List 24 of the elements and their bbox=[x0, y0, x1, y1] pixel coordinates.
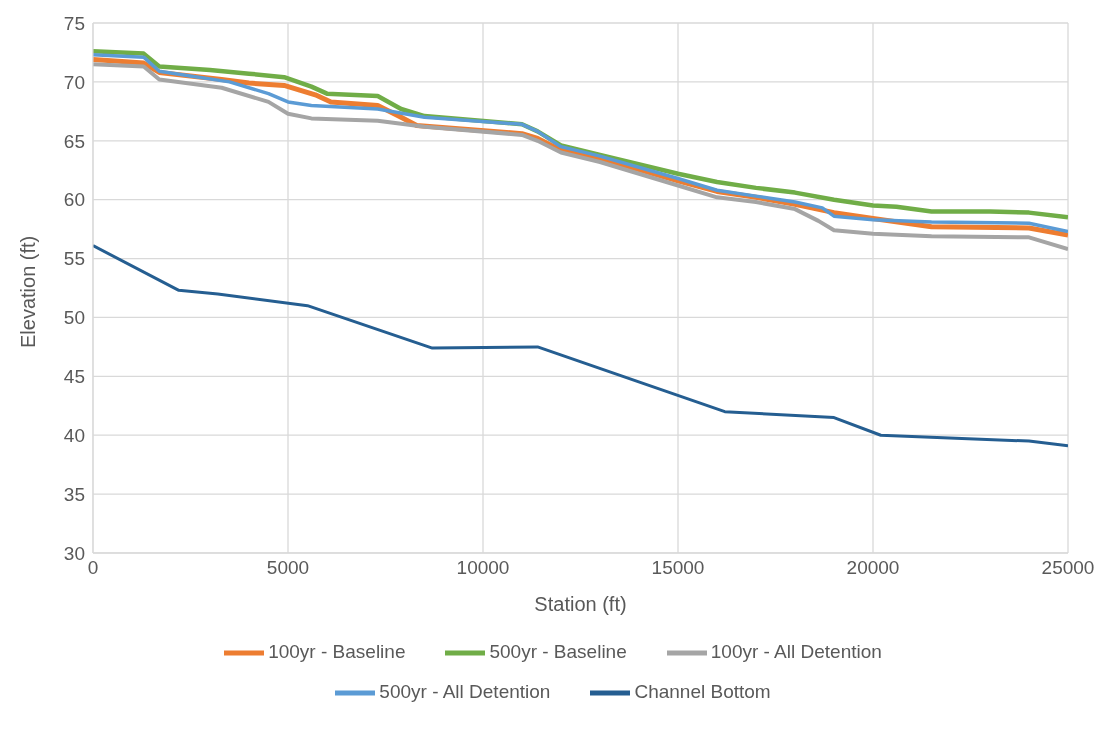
line-series bbox=[93, 244, 1068, 448]
x-tick-label: 20000 bbox=[846, 557, 900, 579]
y-tick-label: 65 bbox=[63, 130, 85, 152]
x-tick-label: 0 bbox=[87, 557, 99, 579]
y-tick-label: 75 bbox=[63, 12, 85, 34]
y-tick-label: 55 bbox=[63, 248, 85, 270]
y-tick-label: 60 bbox=[63, 189, 85, 211]
x-tick-label: 15000 bbox=[651, 557, 705, 579]
legend-label: 100yr - Baseline bbox=[268, 641, 406, 663]
y-tick-label: 50 bbox=[63, 307, 85, 329]
y-tick-label: 45 bbox=[63, 366, 85, 388]
legend-label: 500yr - Baseline bbox=[489, 641, 627, 663]
x-tick-label: 25000 bbox=[1041, 557, 1095, 579]
x-tick-label: 10000 bbox=[456, 557, 510, 579]
legend-label: 100yr - All Detention bbox=[710, 641, 882, 663]
y-tick-label: 70 bbox=[63, 71, 85, 93]
x-tick-label: 5000 bbox=[266, 557, 310, 579]
legend-label: Channel Bottom bbox=[634, 681, 771, 703]
y-tick-label: 40 bbox=[63, 424, 85, 446]
x-axis-title: Station (ft) bbox=[534, 593, 627, 615]
y-axis-title: Elevation (ft) bbox=[17, 235, 40, 348]
legend-label: 500yr - All Detention bbox=[379, 681, 551, 703]
y-tick-label: 30 bbox=[63, 542, 85, 564]
y-tick-label: 35 bbox=[63, 483, 85, 505]
